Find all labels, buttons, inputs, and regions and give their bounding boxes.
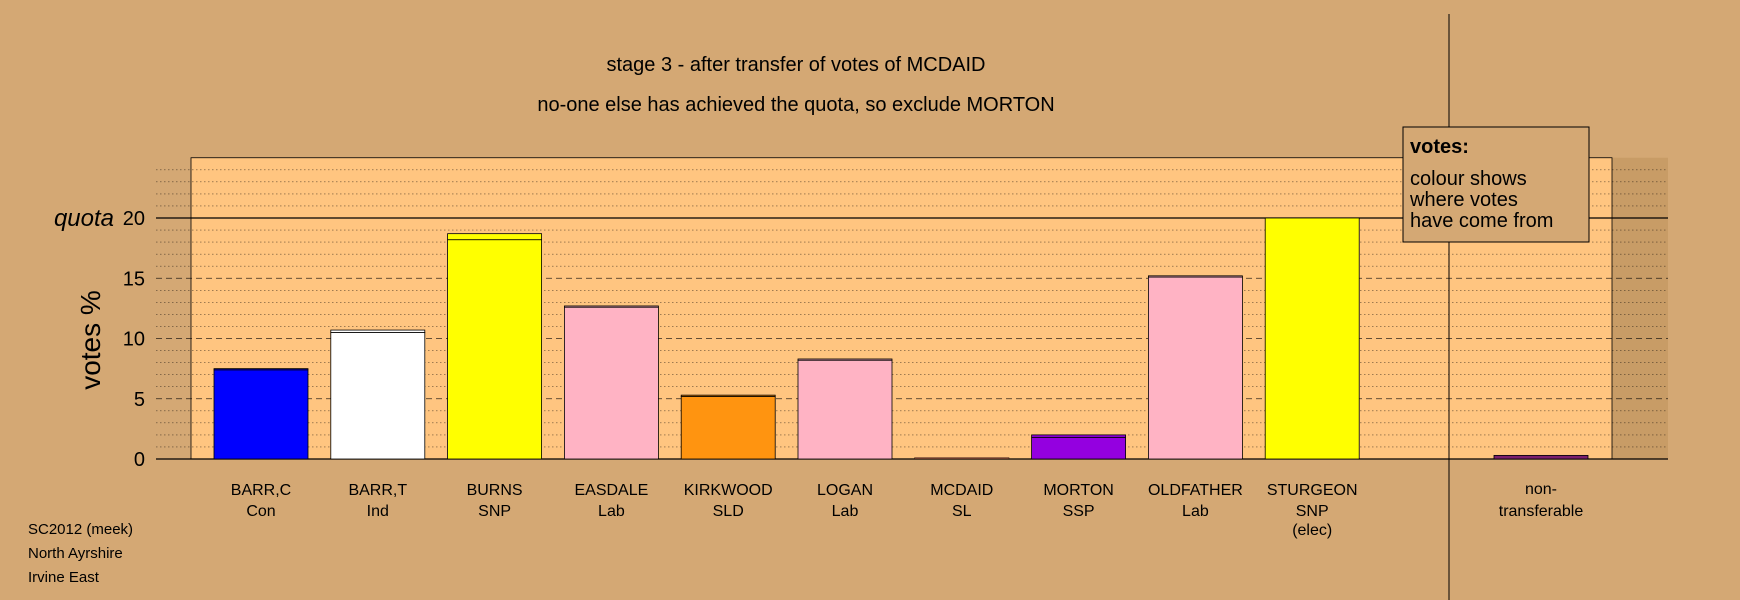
- y-tick-label: 10: [123, 329, 145, 351]
- category-name-label: OLDFATHER: [1148, 482, 1243, 499]
- labels: 0 5 10 15 20 quota BARR,C Con BARR,T Ind BURNS SNP E…: [54, 205, 1583, 539]
- bar-transfer-logan: [797, 358, 893, 361]
- nontransferable-label-line-2: transferable: [1499, 503, 1584, 520]
- bar-sturgeon: [1264, 217, 1360, 460]
- bar-easdale: [564, 306, 659, 460]
- category-party-label: Lab: [1182, 503, 1209, 520]
- bar-transfer-barr-c: [213, 368, 309, 371]
- category-party-label: SSP: [1063, 503, 1095, 520]
- chart-subtitle: no-one else has achieved the quota, so e…: [537, 94, 1054, 116]
- bars: [213, 217, 1589, 460]
- legend-box: [1402, 126, 1590, 243]
- y-axis-label: votes %: [75, 290, 106, 390]
- bar-oldfather: [1148, 276, 1243, 460]
- legend-line-2: where votes: [1409, 189, 1518, 211]
- bar-mcdaid: [914, 457, 1009, 459]
- footer-ward: Irvine East: [28, 569, 99, 586]
- bar-burns: [447, 239, 543, 460]
- y-tick-label: 15: [123, 268, 145, 290]
- footer-council: North Ayrshire: [28, 545, 123, 562]
- bar-transfer-barr-t: [330, 329, 426, 333]
- category-name-label: MCDAID: [930, 482, 993, 499]
- bar-barr-c: [213, 369, 309, 460]
- footer-election: SC2012 (meek): [28, 521, 134, 538]
- chart-title: stage 3 - after transfer of votes of MCD…: [606, 54, 985, 76]
- category-name-label: MORTON: [1043, 482, 1114, 499]
- bar-transfer-oldfather: [1148, 275, 1243, 278]
- plot-panel: [190, 157, 1613, 460]
- bar-logan: [797, 359, 893, 460]
- quota-label: quota: [54, 205, 114, 232]
- category-party-label: Con: [246, 503, 275, 520]
- nontransferable-label-line-1: non-: [1525, 481, 1557, 498]
- bar-nontransferable: [1493, 454, 1589, 460]
- category-party-label: Ind: [367, 503, 389, 520]
- category-party-label: Lab: [832, 503, 859, 520]
- bar-barr-t: [330, 332, 426, 460]
- bar-transfer-burns: [447, 233, 543, 241]
- y-tick-label: 20: [123, 208, 145, 230]
- legend-title: votes:: [1410, 136, 1469, 158]
- y-tick-label: 5: [134, 389, 145, 411]
- legend-line-3: have come from: [1410, 210, 1553, 232]
- category-party-label: SL: [952, 503, 972, 520]
- category-name-label: STURGEON: [1267, 482, 1358, 499]
- bar-transfer-easdale: [564, 305, 659, 308]
- category-name-label: LOGAN: [817, 482, 873, 499]
- legend: votes: colour shows where votes have com…: [1402, 126, 1590, 243]
- category-party-label: SNP: [478, 503, 511, 520]
- side-shade: [1612, 157, 1668, 459]
- category-party-label: SNP: [1296, 503, 1329, 520]
- category-party-label: Lab: [598, 503, 625, 520]
- category-name-label: BARR,T: [348, 482, 407, 499]
- category-party-label: SLD: [713, 503, 744, 520]
- bar-kirkwood: [680, 395, 776, 460]
- category-status-label: (elec): [1292, 522, 1332, 539]
- bar-transfer-kirkwood: [680, 394, 776, 397]
- category-name-label: EASDALE: [574, 482, 648, 499]
- category-name-label: KIRKWOOD: [684, 482, 773, 499]
- category-name-label: BURNS: [467, 482, 523, 499]
- bar-transfer-morton: [1031, 434, 1126, 438]
- bar-morton: [1031, 436, 1126, 460]
- y-tick-label: 0: [134, 449, 145, 471]
- category-name-label: BARR,C: [231, 482, 291, 499]
- legend-line-1: colour shows: [1410, 168, 1527, 190]
